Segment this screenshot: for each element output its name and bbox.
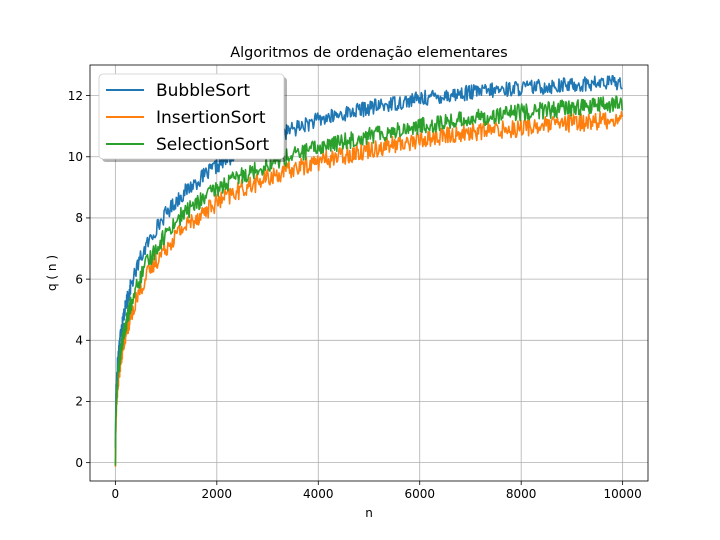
series-line-insertionsort bbox=[114, 111, 623, 467]
y-tick-label: 6 bbox=[75, 272, 83, 286]
y-tick-label: 8 bbox=[75, 211, 83, 225]
ticks: 0 2000 4000 6000 8000 10000 0 2 4 6 8 10 12 bbox=[68, 89, 642, 501]
x-tick-label: 2000 bbox=[202, 487, 233, 501]
x-tick-label: 8000 bbox=[506, 487, 537, 501]
y-axis-label: q ( n ) bbox=[45, 255, 59, 291]
x-tick-label: 10000 bbox=[604, 487, 642, 501]
y-tick-label: 0 bbox=[75, 456, 83, 470]
series-layer bbox=[114, 75, 623, 467]
x-tick-label: 0 bbox=[112, 487, 120, 501]
legend-box bbox=[98, 73, 285, 160]
y-tick-label: 4 bbox=[75, 333, 83, 347]
legend: BubbleSort InsertionSort SelectionSort bbox=[98, 73, 287, 162]
series-line-selectionsort bbox=[114, 95, 623, 466]
x-axis-label: n bbox=[365, 506, 373, 520]
series-line-bubblesort bbox=[114, 75, 623, 449]
y-tick-label: 10 bbox=[68, 150, 83, 164]
legend-entry-label: SelectionSort bbox=[156, 135, 270, 155]
x-tick-label: 4000 bbox=[303, 487, 334, 501]
legend-entry-label: InsertionSort bbox=[156, 108, 266, 128]
legend-entry-label: BubbleSort bbox=[156, 81, 250, 101]
plot-frame bbox=[89, 64, 649, 482]
y-tick-label: 12 bbox=[68, 89, 83, 103]
y-tick-label: 2 bbox=[75, 395, 83, 409]
x-tick-label: 6000 bbox=[404, 487, 435, 501]
chart-title: Algoritmos de ordenação elementares bbox=[230, 45, 508, 61]
grid bbox=[90, 65, 648, 481]
